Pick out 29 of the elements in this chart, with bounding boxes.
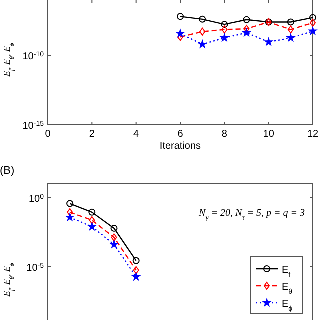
legend-label: E$_{θ}$ <box>282 282 293 296</box>
point <box>89 216 96 224</box>
x-tick-label: 2 <box>89 129 96 140</box>
point <box>109 240 120 249</box>
legend-label: E$_{f}$ <box>282 265 291 278</box>
point <box>65 212 75 222</box>
y-tick-label: 10$^{0}$ <box>28 193 44 205</box>
point <box>111 234 118 242</box>
y-tick-label: 10$^{-15}$ <box>22 120 44 132</box>
point <box>133 266 140 274</box>
x-tick-label: 6 <box>178 129 184 140</box>
y-tick-label: 10$^{-10}$ <box>22 51 44 63</box>
legend-label: E$_{ϕ}$ <box>282 299 293 312</box>
point <box>66 200 74 208</box>
text: (B) <box>0 165 15 177</box>
x-tick-label: 0 <box>45 129 52 140</box>
point <box>131 272 142 282</box>
point <box>87 222 98 232</box>
x-tick-label: 8 <box>222 129 228 140</box>
point <box>88 208 96 216</box>
x-axis-title: Iterations <box>160 141 202 152</box>
point <box>132 257 140 264</box>
x-tick-label: 12 <box>307 129 319 140</box>
point <box>110 224 118 232</box>
y-tick-label: 10$^{-5}$ <box>26 262 44 274</box>
point <box>67 208 74 216</box>
annotation: N$_{y}$ = 20, N$_{τ}$ = 5, p = q = 3 <box>198 208 305 222</box>
x-tick-label: 10 <box>263 129 275 140</box>
x-tick-label: 4 <box>134 129 140 140</box>
